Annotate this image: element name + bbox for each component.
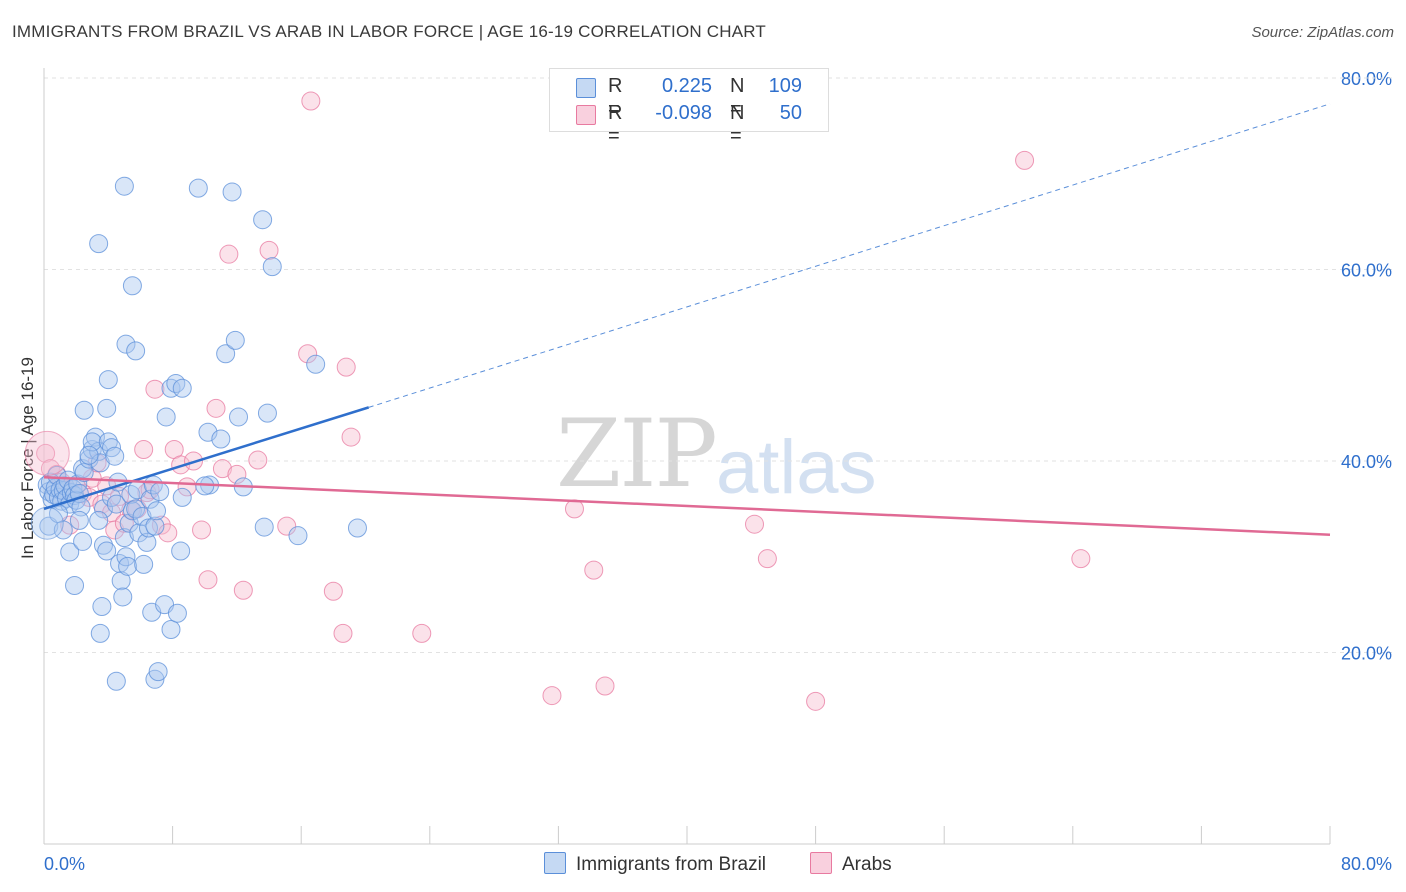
y-tick-label: 40.0% <box>1341 452 1392 472</box>
legend-swatch-brazil <box>576 78 596 98</box>
arabs-point <box>302 92 320 110</box>
brazil-point <box>149 663 167 681</box>
bottom-legend-swatch-brazil <box>544 852 566 874</box>
bottom-legend-label-brazil: Immigrants from Brazil <box>576 854 766 875</box>
arabs-point <box>334 624 352 642</box>
x-tick-label: 80.0% <box>1341 854 1392 874</box>
brazil-point <box>168 604 186 622</box>
brazil-point <box>230 408 248 426</box>
brazil-point <box>212 430 230 448</box>
arabs-point <box>337 358 355 376</box>
brazil-point <box>115 177 133 195</box>
arabs-point <box>146 380 164 398</box>
arabs-point <box>596 677 614 695</box>
legend-swatch-arabs <box>576 105 596 125</box>
brazil-point <box>106 447 124 465</box>
brazil-point-large <box>31 507 63 539</box>
brazil-point <box>119 557 137 575</box>
brazil-point <box>90 511 108 529</box>
bottom-legend-swatch-arabs <box>810 852 832 874</box>
brazil-point <box>74 532 92 550</box>
x-tick-label: 0.0% <box>44 854 85 874</box>
brazil-point <box>127 342 145 360</box>
arabs-point <box>1072 550 1090 568</box>
arabs-point <box>342 428 360 446</box>
brazil-point <box>135 555 153 573</box>
brazil-point <box>223 183 241 201</box>
arabs-point <box>249 451 267 469</box>
brazil-point <box>148 502 166 520</box>
brazil-point <box>107 672 125 690</box>
brazil-point <box>99 371 117 389</box>
brazil-point <box>263 258 281 276</box>
legend-r-value: 0.225 <box>642 75 712 98</box>
arabs-point <box>1016 151 1034 169</box>
arabs-point-large <box>25 431 69 475</box>
brazil-point <box>162 621 180 639</box>
brazil-point <box>189 179 207 197</box>
brazil-point <box>172 542 190 560</box>
y-tick-label: 20.0% <box>1341 644 1392 664</box>
arabs-trend-line <box>44 477 1330 534</box>
legend-r-value: -0.098 <box>642 102 712 125</box>
y-tick-label: 80.0% <box>1341 69 1392 89</box>
brazil-point <box>114 588 132 606</box>
brazil-point <box>255 518 273 536</box>
legend-n-value: 50 <box>760 102 802 125</box>
brazil-point <box>80 446 98 464</box>
arabs-point <box>413 624 431 642</box>
brazil-point <box>75 401 93 419</box>
legend-n-value: 109 <box>760 75 802 98</box>
brazil-point <box>307 355 325 373</box>
brazil-point <box>90 235 108 253</box>
arabs-point <box>220 245 238 263</box>
brazil-point <box>226 331 244 349</box>
brazil-point <box>98 399 116 417</box>
arabs-point <box>807 692 825 710</box>
brazil-point <box>151 483 169 501</box>
brazil-point <box>93 598 111 616</box>
arabs-point <box>199 571 217 589</box>
arabs-point <box>207 399 225 417</box>
arabs-point <box>746 515 764 533</box>
arabs-point <box>543 687 561 705</box>
y-tick-label: 60.0% <box>1341 261 1392 281</box>
brazil-point <box>348 519 366 537</box>
arabs-point <box>565 500 583 518</box>
legend-r-label: R = <box>608 102 622 148</box>
brazil-point <box>173 488 191 506</box>
arabs-point <box>193 521 211 539</box>
arabs-point <box>585 561 603 579</box>
brazil-point <box>254 211 272 229</box>
legend-n-label: N = <box>730 102 744 148</box>
bottom-legend-arabs: Arabs <box>810 852 892 876</box>
brazil-point <box>70 511 88 529</box>
arabs-point <box>324 582 342 600</box>
arabs-point <box>135 441 153 459</box>
brazil-point <box>289 527 307 545</box>
brazil-point <box>173 379 191 397</box>
arabs-point <box>758 550 776 568</box>
arabs-point <box>234 581 252 599</box>
brazil-point <box>123 277 141 295</box>
scatter-plot: 20.0% 40.0% 60.0% 80.0% 0.0% 80.0% <box>0 0 1406 892</box>
arabs-point <box>260 241 278 259</box>
brazil-point <box>157 408 175 426</box>
brazil-point <box>258 404 276 422</box>
stats-legend: R = 0.225 N = 109 R = -0.098 N = 50 <box>549 68 829 132</box>
brazil-point <box>66 576 84 594</box>
brazil-trend-extension <box>369 104 1330 408</box>
bottom-legend-label-arabs: Arabs <box>842 854 892 875</box>
brazil-point <box>91 624 109 642</box>
bottom-legend-brazil: Immigrants from Brazil <box>544 852 766 876</box>
